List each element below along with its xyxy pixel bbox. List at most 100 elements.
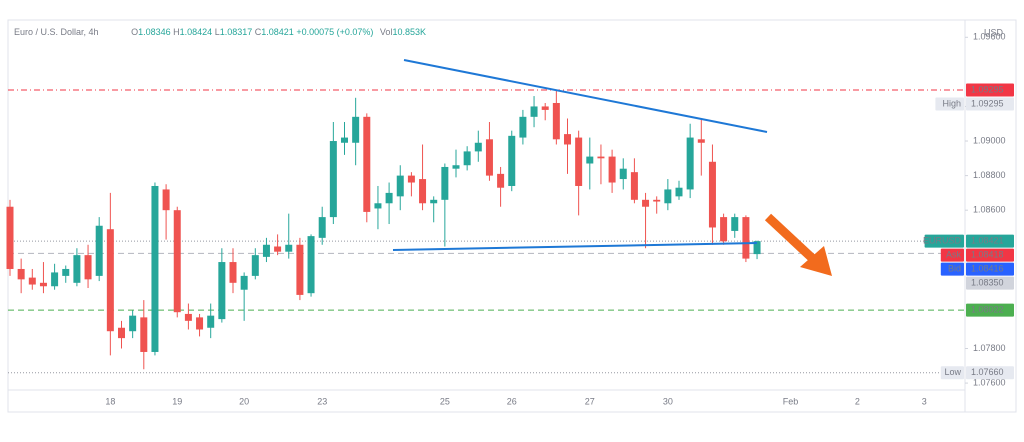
price-label: 1.08416 bbox=[971, 264, 1004, 274]
x-tick-label: 20 bbox=[239, 396, 249, 406]
candle-body bbox=[218, 262, 226, 320]
x-tick-label: 26 bbox=[507, 396, 517, 406]
y-tick-label: 1.09600 bbox=[973, 32, 1006, 42]
axis-labels: 1.07600 1.07800 1.08600 1.08800 1.09000 1.092… bbox=[105, 32, 1014, 406]
candle-body bbox=[285, 244, 293, 252]
candle-body bbox=[630, 172, 638, 200]
candle-body bbox=[541, 106, 549, 110]
candle-body bbox=[318, 217, 326, 238]
y-tick-label: 1.08800 bbox=[973, 170, 1006, 180]
candle-body bbox=[686, 137, 694, 190]
candle-body bbox=[352, 116, 360, 143]
candle-body bbox=[129, 315, 137, 332]
candle-body bbox=[28, 277, 36, 285]
legend-value: 10.853K bbox=[392, 27, 426, 37]
price-label-box bbox=[966, 366, 1014, 380]
candle-body bbox=[184, 313, 192, 321]
candle-body bbox=[62, 268, 70, 276]
price-name: Low bbox=[944, 367, 961, 377]
candle-body bbox=[363, 116, 371, 212]
candle-body bbox=[597, 156, 605, 159]
candle-body bbox=[84, 255, 92, 280]
candle-body bbox=[720, 217, 728, 242]
candle-body bbox=[296, 244, 304, 295]
y-tick-label: 1.07600 bbox=[973, 377, 1006, 387]
price-label-box bbox=[966, 303, 1014, 317]
candle-body bbox=[407, 175, 415, 183]
candle-body bbox=[697, 139, 705, 143]
candle-body bbox=[396, 175, 404, 197]
candle-body bbox=[753, 241, 761, 255]
candle-body bbox=[675, 187, 683, 197]
legend-key: O bbox=[131, 27, 138, 37]
candle-body bbox=[140, 317, 148, 352]
x-tick-label: 3 bbox=[922, 396, 927, 406]
price-name-box bbox=[940, 262, 964, 276]
candle-body bbox=[430, 199, 438, 204]
candle-body bbox=[207, 315, 215, 328]
y-axis-label: USD bbox=[984, 27, 1004, 37]
y-tick-label: 1.08600 bbox=[973, 205, 1006, 215]
candle-body bbox=[106, 229, 114, 332]
price-label: 1.09295 bbox=[971, 98, 1004, 108]
candle-body bbox=[73, 255, 81, 283]
price-name: EURUSD bbox=[923, 236, 962, 246]
trend-line bbox=[392, 242, 758, 251]
price-name: High bbox=[942, 98, 961, 108]
price-label: 1.07660 bbox=[971, 367, 1004, 377]
price-name-box bbox=[940, 248, 964, 262]
candle-body bbox=[642, 199, 650, 207]
candle-body bbox=[118, 327, 125, 339]
x-tick-label: 19 bbox=[172, 396, 182, 406]
legend-key: C bbox=[255, 27, 262, 37]
candle-body bbox=[474, 142, 482, 152]
chart-legend: Euro / U.S. Dollar, 4h O1.08346 H1.08424… bbox=[14, 27, 426, 37]
candle-body bbox=[162, 189, 170, 211]
price-label: 1.08421 bbox=[971, 236, 1004, 246]
candle-body bbox=[708, 161, 716, 228]
legend-key: Vol bbox=[380, 27, 393, 37]
chart-title: Euro / U.S. Dollar, 4h bbox=[14, 27, 99, 37]
price-label: 1.08350 bbox=[971, 278, 1004, 288]
x-tick-label: 2 bbox=[855, 396, 860, 406]
candle-body bbox=[39, 282, 47, 287]
price-label-box bbox=[966, 276, 1014, 290]
price-label-box bbox=[966, 262, 1014, 276]
price-lines bbox=[8, 89, 965, 374]
candle-body bbox=[586, 156, 594, 164]
legend-change: +0.00075 (+0.07%) bbox=[296, 27, 373, 37]
legend-value: 1.08424 bbox=[180, 27, 213, 37]
candle-body bbox=[51, 272, 59, 287]
price-label-box bbox=[966, 234, 1014, 248]
candle-body bbox=[374, 203, 382, 209]
price-label-box bbox=[966, 97, 1014, 111]
candle-body bbox=[742, 217, 750, 259]
candle-body bbox=[463, 151, 471, 166]
price-label-box bbox=[966, 248, 1014, 262]
candle-body bbox=[552, 102, 560, 140]
candles bbox=[6, 90, 761, 370]
candle-body bbox=[619, 168, 627, 180]
trend-line bbox=[403, 59, 768, 133]
candle-body bbox=[95, 225, 103, 276]
frame bbox=[7, 19, 1017, 413]
candle-body bbox=[229, 262, 237, 283]
price-name-box bbox=[924, 234, 964, 248]
y-tick-label: 1.09000 bbox=[973, 135, 1006, 145]
x-tick-label: 23 bbox=[317, 396, 327, 406]
candle-body bbox=[452, 165, 460, 169]
candle-body bbox=[575, 137, 583, 186]
candle-body bbox=[307, 236, 315, 294]
candle-body bbox=[173, 210, 181, 313]
legend-key: L bbox=[215, 27, 220, 37]
price-label: 1.08418 bbox=[971, 250, 1004, 260]
candle-body bbox=[251, 255, 259, 276]
candle-body bbox=[329, 141, 337, 218]
candle-body bbox=[151, 185, 159, 352]
price-name: Ask bbox=[946, 250, 962, 260]
candle-body bbox=[564, 134, 571, 145]
legend-key: H bbox=[173, 27, 180, 37]
candle-body bbox=[196, 317, 204, 330]
price-name-box bbox=[940, 366, 964, 380]
